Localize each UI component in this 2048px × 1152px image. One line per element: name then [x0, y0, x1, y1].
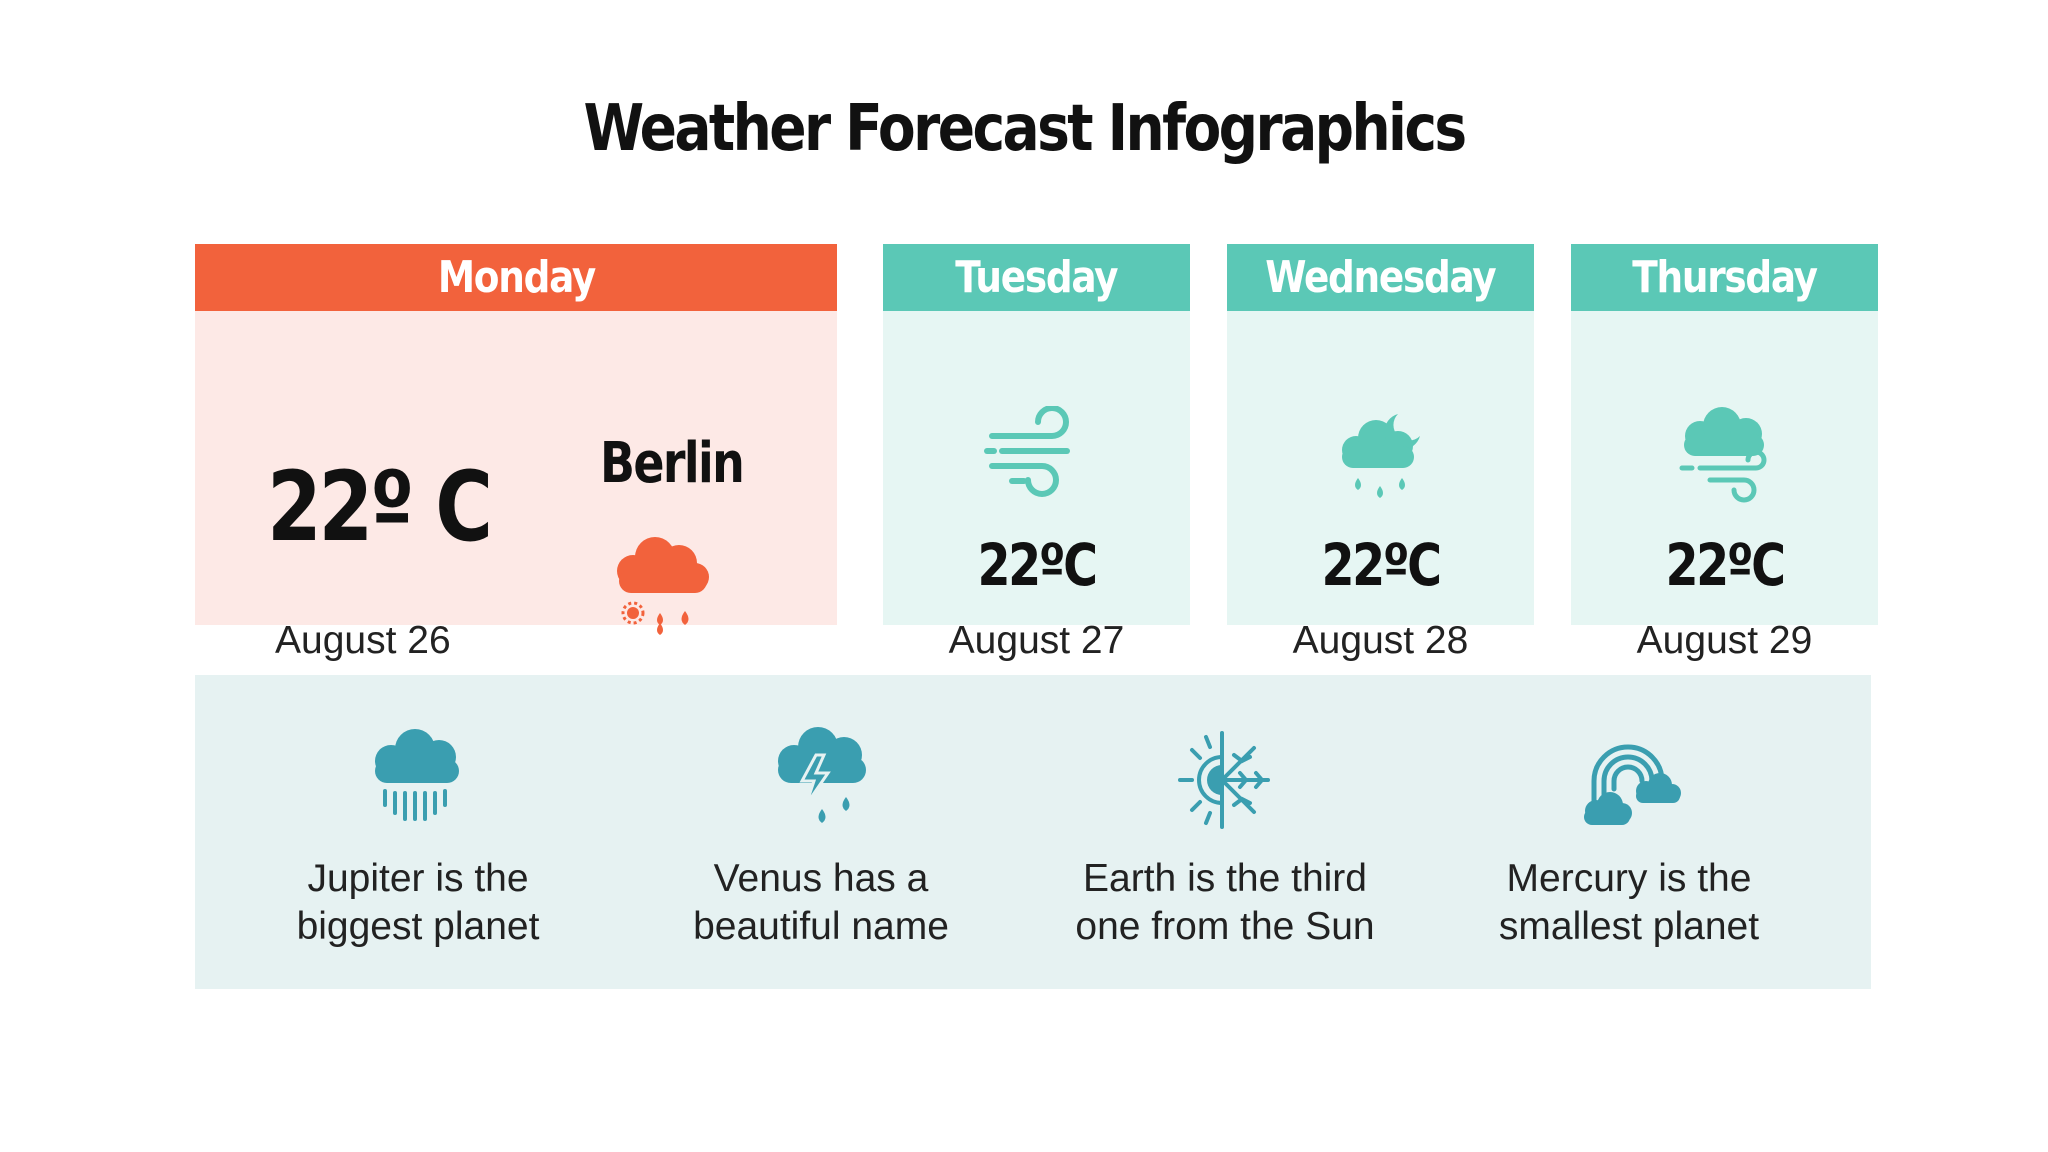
day-body-monday: 22º C Berlin August 26: [195, 311, 837, 662]
fact-item-4: Mercury is the smallest planet: [1429, 675, 1829, 989]
day-header-tuesday: Tuesday: [883, 244, 1190, 311]
city-name: Berlin: [600, 431, 745, 496]
fact-item-1: Jupiter is the biggest planet: [218, 675, 618, 989]
day-header-monday: Monday: [195, 244, 837, 311]
day-card-monday: Monday 22º C Berlin August 26: [195, 244, 837, 662]
facts-panel: Jupiter is the biggest planet Venus has …: [195, 675, 1871, 989]
cloud-wind-icon: [1679, 407, 1766, 503]
heavy-rain-icon: [375, 729, 459, 821]
temperature: 22ºC: [1321, 531, 1442, 599]
day-card-tuesday: Tuesday 22ºC August 27: [883, 244, 1190, 662]
date-label: August 27: [948, 619, 1125, 662]
cloud-rain-snow-icon: [617, 537, 709, 635]
thunderstorm-icon: [778, 727, 866, 823]
day-header-wednesday: Wednesday: [1227, 244, 1534, 311]
page-title: Weather Forecast Infographics: [583, 92, 1467, 166]
date-label: August 26: [275, 619, 451, 662]
day-name: Thursday: [1632, 252, 1818, 303]
rainbow-clouds-icon: [1584, 744, 1681, 825]
fact-item-3: Earth is the third one from the Sun: [1025, 675, 1425, 989]
sun-snowflake-icon: [1178, 731, 1270, 829]
day-card-thursday: Thursday 22ºC August 29: [1571, 244, 1878, 662]
fact-text: Jupiter is the biggest planet: [296, 857, 540, 948]
day-name: Tuesday: [955, 252, 1119, 303]
day-header-thursday: Thursday: [1571, 244, 1878, 311]
temperature: 22ºC: [977, 531, 1098, 599]
temperature: 22ºC: [1665, 531, 1786, 599]
wind-icon: [983, 406, 1070, 497]
fact-item-2: Venus has a beautiful name: [621, 675, 1021, 989]
day-name: Wednesday: [1265, 252, 1496, 303]
fact-text: Earth is the third one from the Sun: [1075, 857, 1375, 948]
cloud-rain-moon-icon: [1341, 414, 1420, 498]
day-name: Monday: [437, 252, 595, 303]
day-body-thursday: 22ºC August 29: [1571, 311, 1878, 662]
date-label: August 29: [1636, 619, 1813, 662]
temperature: 22º C: [267, 451, 493, 563]
day-body-wednesday: 22ºC August 28: [1227, 311, 1534, 662]
day-card-wednesday: Wednesday 22ºC August 28: [1227, 244, 1534, 662]
day-body-tuesday: 22ºC August 27: [883, 311, 1190, 662]
fact-text: Venus has a beautiful name: [693, 857, 949, 948]
fact-text: Mercury is the smallest planet: [1498, 857, 1760, 948]
date-label: August 28: [1292, 619, 1469, 662]
